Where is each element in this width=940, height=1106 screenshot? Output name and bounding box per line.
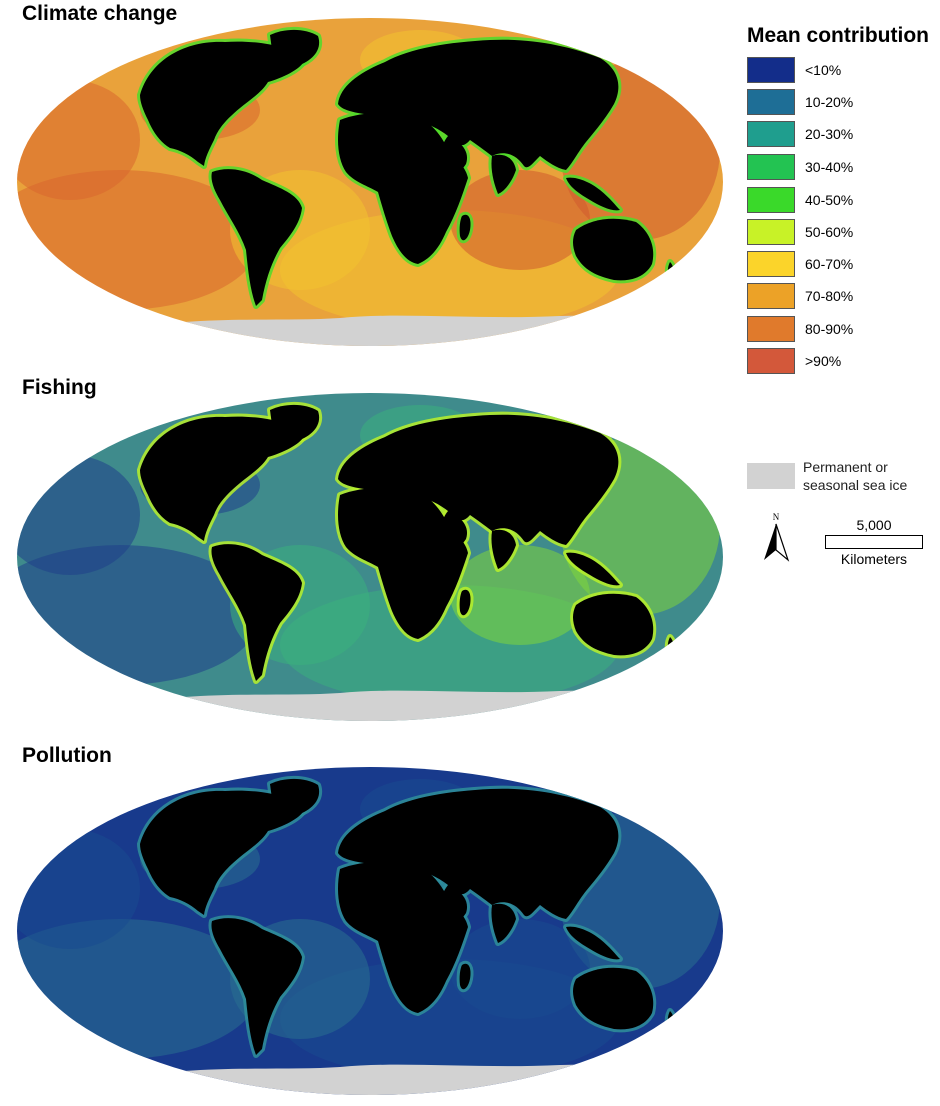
land-africa xyxy=(338,487,468,639)
land-australia xyxy=(573,218,654,281)
land-madagascar xyxy=(459,589,471,616)
land-south-america xyxy=(211,169,302,306)
legend-swatch xyxy=(747,89,795,115)
ocean-pattern xyxy=(450,545,590,645)
scale-unit: Kilometers xyxy=(840,551,908,567)
legend-label: 60-70% xyxy=(805,256,854,272)
sea-ice-label-line1: Permanent or xyxy=(803,459,888,475)
sea-ice-swatch xyxy=(747,463,795,489)
panel-title-climate-change: Climate change xyxy=(22,2,178,25)
ocean-pattern xyxy=(17,455,140,575)
land-north-america xyxy=(140,790,305,915)
legend-label: 80-90% xyxy=(805,321,854,337)
map-fishing xyxy=(17,393,723,721)
north-arrow-icon xyxy=(764,523,790,562)
sea-ice-label-line2: seasonal sea ice xyxy=(803,477,908,493)
ocean-pattern xyxy=(450,919,590,1019)
legend-swatch xyxy=(747,187,795,213)
legend-title: Mean contribution xyxy=(747,24,929,47)
land-eurasia xyxy=(338,39,619,171)
scale-bar: 5,000 Kilometers xyxy=(824,517,924,567)
legend-item: 20-30% xyxy=(747,120,853,148)
land-arabia xyxy=(440,136,468,173)
scale-bar-graphic xyxy=(825,535,923,549)
land-madagascar xyxy=(459,214,471,241)
land-south-america xyxy=(211,544,302,681)
land-north-america xyxy=(140,41,305,166)
sea-ice-legend: Permanent or seasonal sea ice xyxy=(747,458,907,494)
north-arrow: N xyxy=(762,512,790,567)
legend-item: 30-40% xyxy=(747,153,853,181)
land-australia xyxy=(573,967,654,1030)
sea-ice-south xyxy=(100,315,700,346)
legend-item: 70-80% xyxy=(747,282,853,310)
scale-value: 5,000 xyxy=(856,517,892,533)
land-north-america xyxy=(140,416,305,541)
legend-label: >90% xyxy=(805,353,842,369)
legend-item: 80-90% xyxy=(747,315,853,343)
land-madagascar xyxy=(459,963,471,990)
land-arabia xyxy=(440,511,468,548)
land-india xyxy=(491,903,516,943)
legend-swatch xyxy=(747,154,795,180)
sea-ice-south xyxy=(100,1064,700,1095)
land-southeast-asia-islands xyxy=(566,552,620,586)
legend-swatch xyxy=(747,348,795,374)
legend-swatch xyxy=(747,121,795,147)
map-climate-change xyxy=(17,18,723,346)
legend-swatch xyxy=(747,251,795,277)
legend-swatch xyxy=(747,57,795,83)
panel-title-pollution: Pollution xyxy=(22,744,112,767)
panel-title-fishing: Fishing xyxy=(22,376,97,399)
land-arabia xyxy=(440,885,468,922)
legend-swatch xyxy=(747,316,795,342)
legend-label: <10% xyxy=(805,62,842,78)
legend-label: 30-40% xyxy=(805,159,854,175)
legend-label: 40-50% xyxy=(805,192,854,208)
land-india xyxy=(491,529,516,569)
legend-swatch xyxy=(747,283,795,309)
sea-ice-south xyxy=(100,690,700,721)
land-southeast-asia-islands xyxy=(566,177,620,211)
legend-item: 50-60% xyxy=(747,218,853,246)
land-greenland xyxy=(270,404,320,440)
legend-label: 50-60% xyxy=(805,224,854,240)
land-australia xyxy=(573,593,654,656)
land-africa xyxy=(338,112,468,264)
land-southeast-asia-islands xyxy=(566,926,620,960)
land-greenland xyxy=(270,29,320,65)
legend-item: <10% xyxy=(747,56,841,84)
land-greenland xyxy=(270,778,320,814)
north-letter: N xyxy=(772,512,780,522)
map-pollution xyxy=(17,767,723,1095)
legend-swatch xyxy=(747,219,795,245)
legend-item: 10-20% xyxy=(747,88,853,116)
legend-item: 40-50% xyxy=(747,186,853,214)
land-eurasia xyxy=(338,788,619,919)
legend-label: 20-30% xyxy=(805,126,854,142)
ocean-pattern xyxy=(450,170,590,270)
legend-label: 70-80% xyxy=(805,288,854,304)
ocean-pattern xyxy=(17,80,140,200)
land-eurasia xyxy=(338,414,619,545)
legend-item: 60-70% xyxy=(747,250,853,278)
ocean-pattern xyxy=(17,829,140,949)
legend-item: >90% xyxy=(747,347,841,375)
land-india xyxy=(491,154,516,194)
legend-label: 10-20% xyxy=(805,94,854,110)
land-south-america xyxy=(211,918,302,1055)
land-africa xyxy=(338,861,468,1013)
